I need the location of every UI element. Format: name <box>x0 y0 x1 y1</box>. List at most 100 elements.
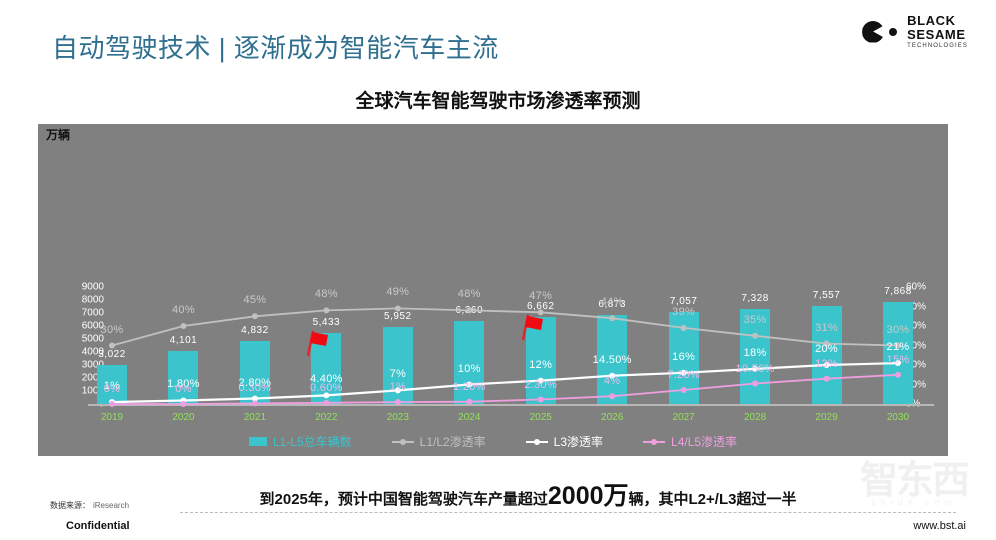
footer-divider <box>180 512 956 513</box>
y-axis-tick-right: 10% <box>906 379 927 390</box>
bar-value-label: 5,952 <box>384 310 412 322</box>
line-point-label: 44% <box>600 296 624 309</box>
line-series-layer <box>109 305 901 407</box>
line-point-label: 1.20% <box>452 380 486 393</box>
bar-value-label: 7,328 <box>741 292 769 304</box>
line-point-label: 2.30% <box>524 378 558 391</box>
legend-swatch-bar <box>248 437 267 446</box>
line-point-label: 35% <box>743 313 767 326</box>
line-point-label: 10.50% <box>735 362 775 375</box>
line-point-label: 16% <box>672 350 696 363</box>
line-point-label: 13% <box>815 357 838 370</box>
line-L4/L5渗透率 <box>112 373 899 405</box>
line-point-label: 47% <box>529 290 553 303</box>
line-point-label: 0.60% <box>310 381 343 394</box>
y-axis-tick-left: 5000 <box>81 333 104 345</box>
line-point-label: 1% <box>389 381 407 394</box>
legend-swatch-line <box>643 437 666 446</box>
line-point-label: 15% <box>886 353 910 366</box>
brand-mark-icon <box>862 20 900 43</box>
data-source: 数据来源： iResearch <box>50 500 129 511</box>
bar-value-label: 6,662 <box>526 301 555 313</box>
legend-label: L1/L2渗透率 <box>419 435 486 449</box>
line-point-label: 45% <box>243 294 267 307</box>
line-point-label: 30% <box>100 323 124 336</box>
x-axis-tick: 2028 <box>743 412 767 423</box>
line-point-label: 2.80% <box>238 376 272 389</box>
y-axis-tick-left: 4000 <box>81 346 104 358</box>
bar-2021[interactable] <box>239 341 270 404</box>
brand-line-3: TECHNOLOGIES <box>907 43 968 49</box>
line-point-label: 10% <box>457 362 481 375</box>
line-point <box>109 342 115 349</box>
legend-item-L1/L2渗透率[interactable]: L1/L2渗透率 <box>391 433 486 450</box>
bar-2020[interactable] <box>168 350 199 404</box>
pacman-circle-icon <box>862 20 885 43</box>
y-axis-tick-right: 30% <box>906 340 927 351</box>
watermark: 智东西 zhidx.com <box>859 460 970 507</box>
y-axis-tick-left: 3000 <box>81 359 104 371</box>
line-point-label: 0% <box>175 383 192 395</box>
line-point-label: 4% <box>603 375 621 388</box>
line-point-label: 14.50% <box>592 353 632 366</box>
data-source-value: iResearch <box>93 501 130 510</box>
dot-icon <box>889 27 898 36</box>
chart-panel: 万辆 0100020003000400050006000700080009000… <box>38 124 948 456</box>
line-point-label: 1.80% <box>167 378 200 391</box>
bar-value-label: 6,360 <box>455 305 484 317</box>
y-axis-tick-right: 60% <box>906 281 927 293</box>
legend-label: L3渗透率 <box>553 435 604 449</box>
line-point-label: 18% <box>743 346 767 359</box>
brand-wordmark: BLACK SESAME TECHNOLOGIES <box>907 14 968 49</box>
bar-value-label: 7,868 <box>884 285 912 297</box>
line-L1/L2渗透率 <box>111 307 899 347</box>
legend-item-L1-L5总车辆数[interactable]: L1-L5总车辆数 <box>248 433 352 450</box>
y-axis-tick-left: 7000 <box>81 307 104 319</box>
x-axis-tick: 2019 <box>100 412 124 423</box>
y-axis-tick-left: 6000 <box>81 320 104 332</box>
takeaway-post: 辆，其中L2+/L3超过一半 <box>628 491 797 508</box>
x-axis-tick: 2029 <box>815 412 838 423</box>
x-axis-tick: 2021 <box>243 412 267 423</box>
legend-item-L3渗透率[interactable]: L3渗透率 <box>525 433 604 450</box>
brand-line-2: SESAME <box>907 27 966 42</box>
legend-item-L4/L5渗透率[interactable]: L4/L5渗透率 <box>643 433 737 450</box>
chart-legend: L1-L5总车辆数 L1/L2渗透率 L3渗透率 L4/L5渗透率 <box>38 433 948 450</box>
watermark-subtext: zhidx.com <box>871 497 957 507</box>
bar-value-label: 3,022 <box>98 348 126 360</box>
line-point-label: 0.30% <box>238 382 272 395</box>
line-point-label: 12% <box>529 358 553 371</box>
legend-label: L1-L5总车辆数 <box>272 435 352 449</box>
line-point-label: 0% <box>103 383 121 395</box>
y-axis-tick-right: 40% <box>906 320 927 332</box>
watermark-text: 智东西 <box>859 460 970 502</box>
legend-swatch-line <box>525 437 548 446</box>
legend-swatch-line <box>391 437 414 446</box>
brand-logo: BLACK SESAME TECHNOLOGIES <box>862 14 968 49</box>
line-point-label: 4.40% <box>310 373 343 386</box>
x-axis-tick: 2024 <box>458 412 481 423</box>
line-point-label: 31% <box>815 321 838 334</box>
bar-value-label: 4,101 <box>169 334 198 346</box>
y-axis-tick-right: 50% <box>906 301 927 312</box>
y-axis-tick-left: 2000 <box>81 372 104 384</box>
line-L3渗透率 <box>111 362 899 404</box>
chart-title: 全球汽车智能驾驶市场渗透率预测 <box>355 91 641 112</box>
y-axis-tick-right: 20% <box>906 359 927 371</box>
line-point <box>251 313 258 320</box>
flag-marker-2022-icon <box>304 329 330 357</box>
line-point <box>323 307 330 314</box>
line-point-label: 40% <box>171 304 195 316</box>
takeaway-pre: 到2025年，预计中国智能驾驶汽车产量超过 <box>259 491 548 508</box>
takeaway-highlight: 2000万 <box>547 482 629 510</box>
flag-marker-2025-icon <box>519 313 545 341</box>
line-point-label: 7% <box>389 368 407 381</box>
axis-baseline <box>88 404 934 406</box>
x-axis-tick: 2020 <box>172 412 195 423</box>
line-point-label: 1% <box>103 380 121 393</box>
bar-value-label: 5,433 <box>312 317 341 329</box>
y-axis-tick-left: 1000 <box>81 385 104 397</box>
data-source-label: 数据来源： <box>50 501 90 510</box>
x-axis-tick: 2022 <box>315 412 338 423</box>
line-point-label: 20% <box>815 343 838 355</box>
